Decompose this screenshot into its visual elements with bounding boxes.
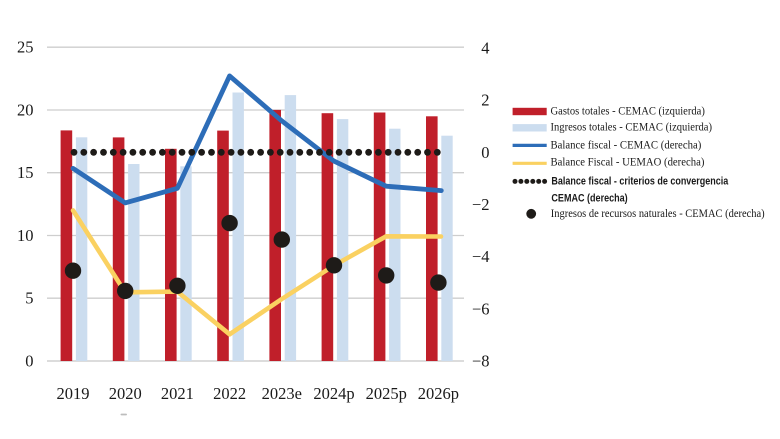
svg-text:2024p: 2024p [313, 384, 354, 403]
svg-text:Ingresos totales - CEMAC (izqu: Ingresos totales - CEMAC (izquierda) [551, 122, 713, 134]
svg-text:15: 15 [17, 163, 34, 182]
svg-text:2026p: 2026p [418, 384, 459, 403]
svg-text:4: 4 [481, 39, 489, 58]
svg-text:2019: 2019 [57, 384, 90, 403]
svg-text:5: 5 [25, 289, 33, 308]
svg-text:20: 20 [17, 101, 34, 120]
svg-text:Balance fiscal - CEMAC (derech: Balance fiscal - CEMAC (derecha) [551, 139, 702, 151]
svg-text:25: 25 [17, 38, 34, 57]
svg-text:0: 0 [481, 143, 489, 162]
svg-text:Balance fiscal - criterios de: Balance fiscal - criterios de convergenc… [551, 175, 728, 187]
svg-text:2023e: 2023e [262, 384, 302, 403]
svg-text:2020: 2020 [109, 384, 142, 403]
svg-text:2022: 2022 [213, 384, 246, 403]
svg-text:CEMAC (derecha): CEMAC (derecha) [551, 192, 627, 204]
svg-text:−2: −2 [472, 195, 490, 214]
svg-text:−4: −4 [472, 247, 490, 266]
svg-text:2: 2 [481, 91, 489, 110]
svg-text:−6: −6 [472, 299, 490, 318]
svg-text:Ingresos de recursos naturales: Ingresos de recursos naturales - CEMAC (… [551, 208, 765, 220]
svg-text:Gastos totales - CEMAC (izquie: Gastos totales - CEMAC (izquierda) [551, 105, 706, 117]
svg-text:0: 0 [25, 352, 33, 371]
svg-text:2025p: 2025p [366, 384, 407, 403]
svg-text:2021: 2021 [161, 384, 194, 403]
svg-text:−8: −8 [472, 352, 490, 371]
svg-text:10: 10 [17, 226, 34, 245]
svg-text:Balance Fiscal - UEMAO (derech: Balance Fiscal - UEMAO (derecha) [551, 157, 705, 169]
